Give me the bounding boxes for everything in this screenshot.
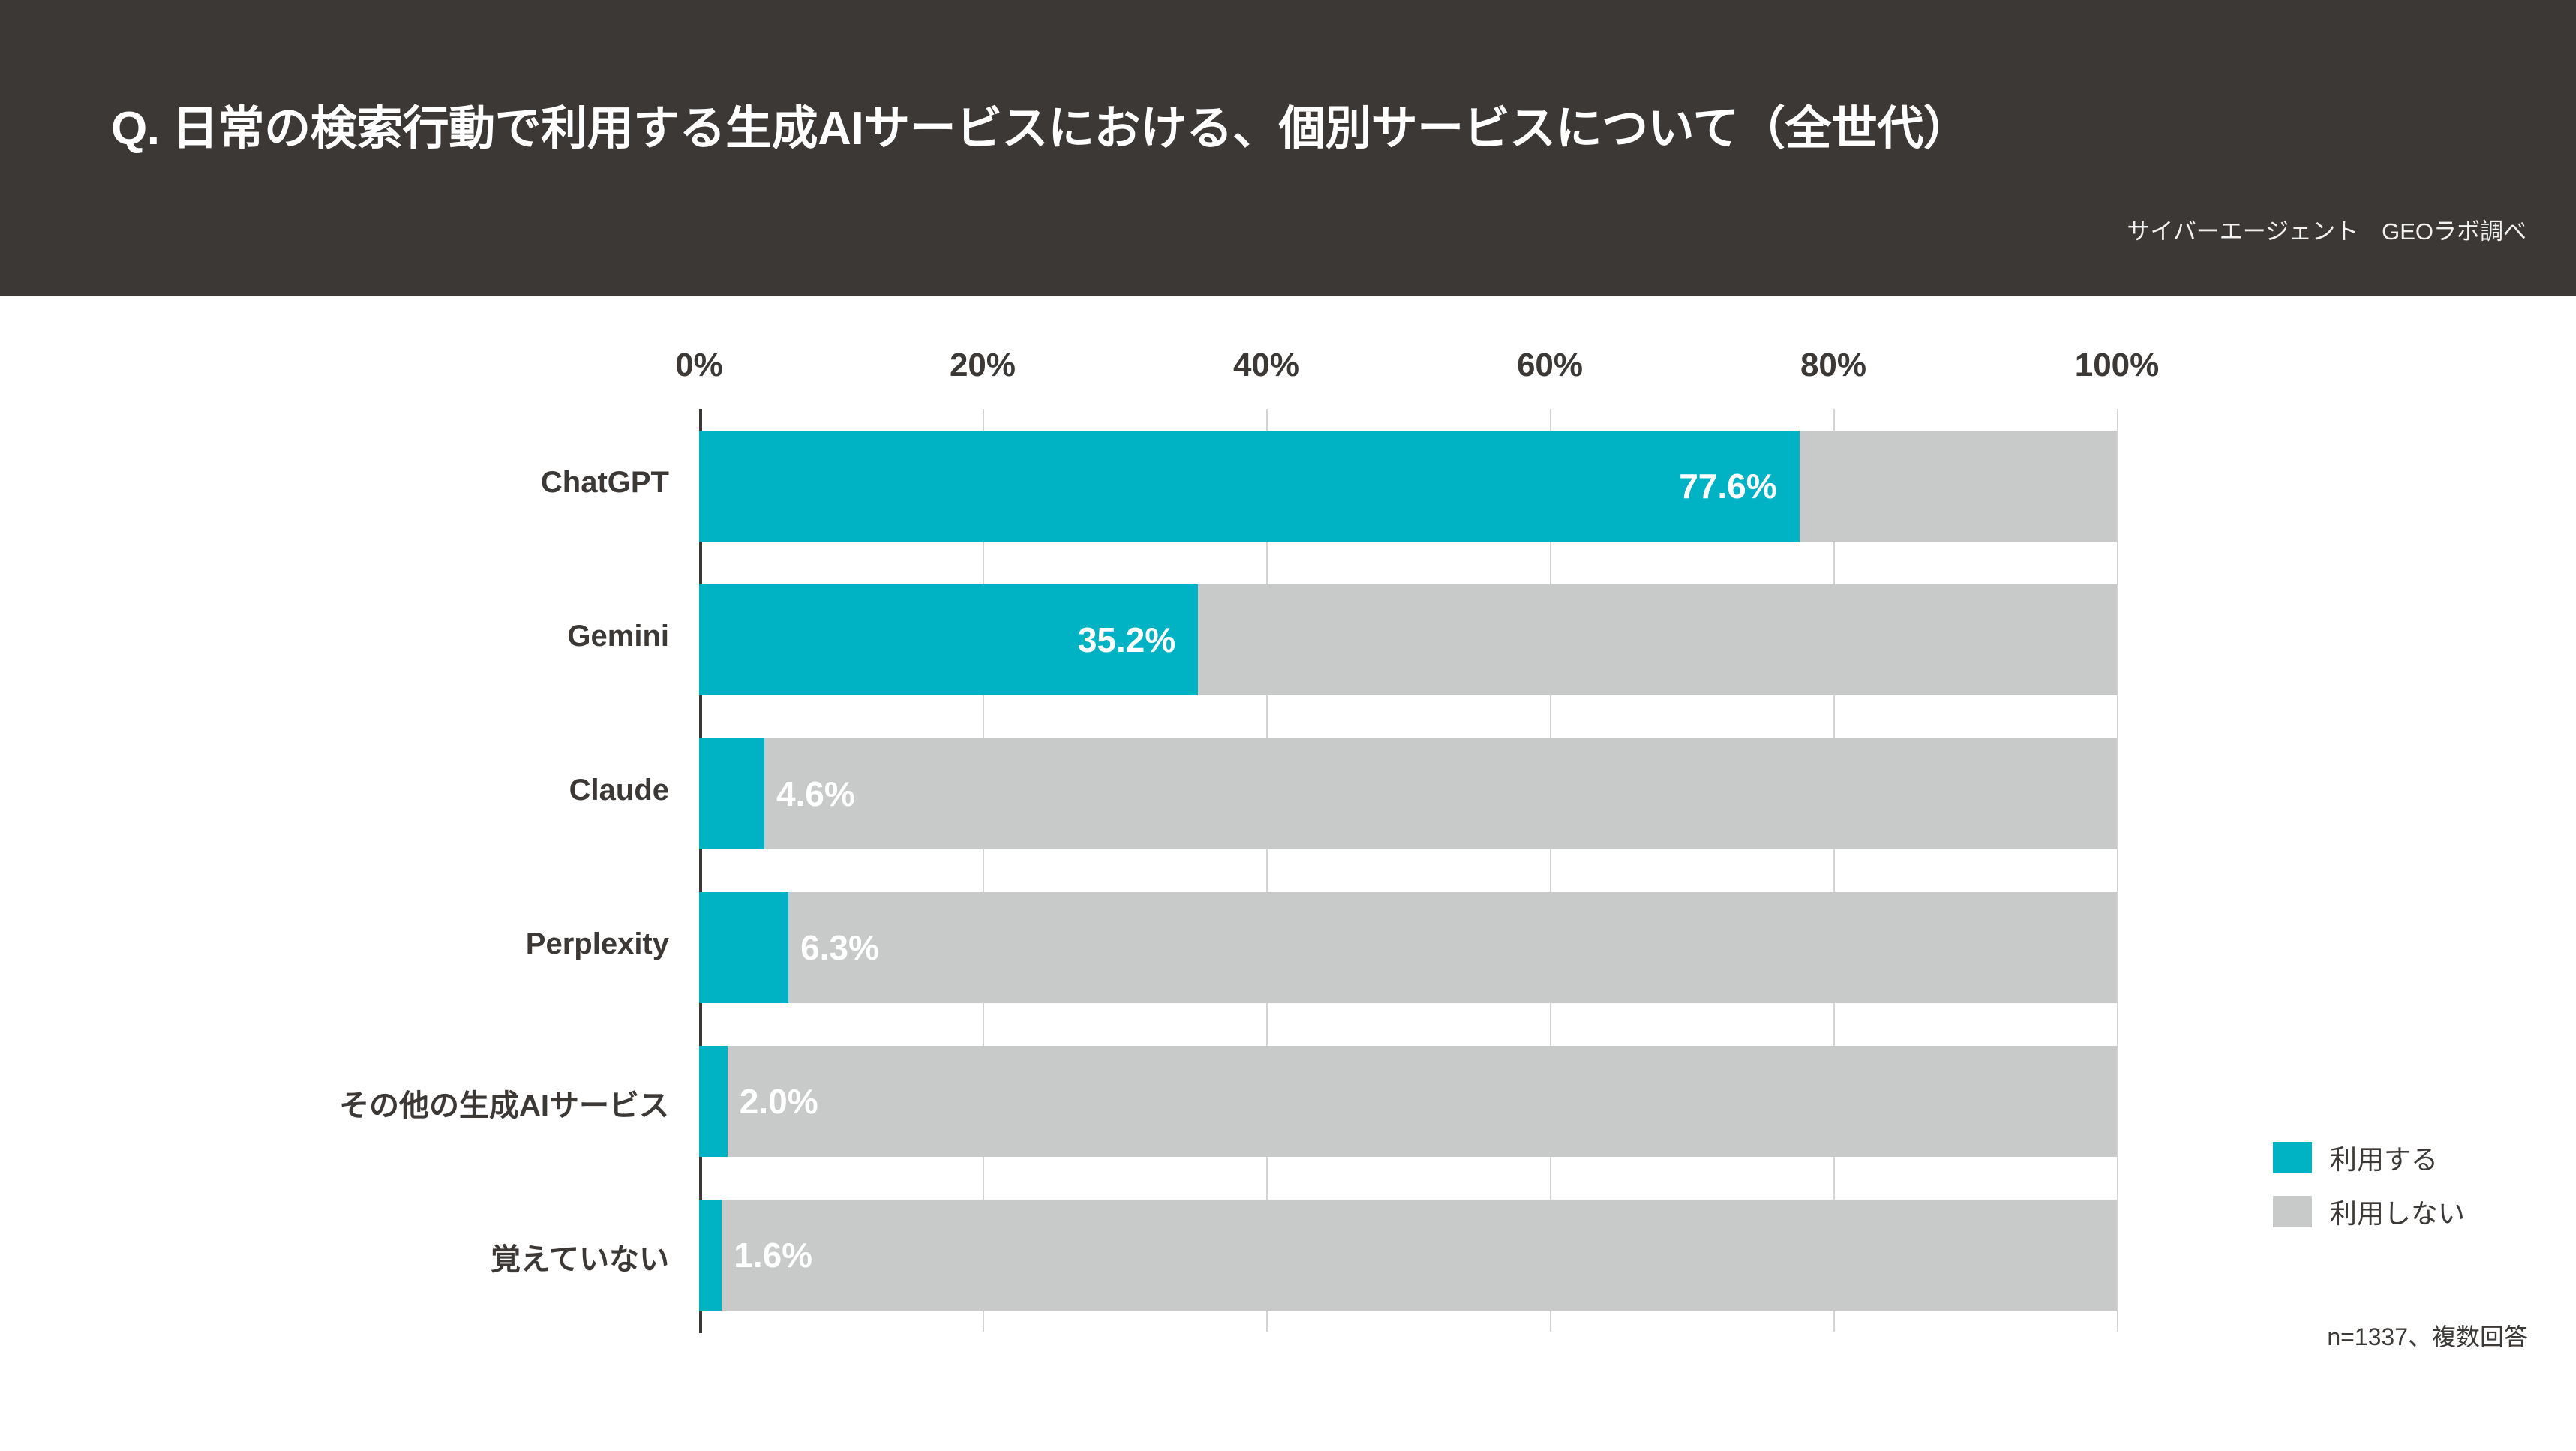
gridline bbox=[1266, 409, 1268, 1332]
bar-segment-used[interactable] bbox=[699, 1045, 728, 1157]
bar-value-label: 1.6% bbox=[734, 1235, 813, 1275]
category-label: Gemini bbox=[567, 619, 669, 653]
slide-header: Q. 日常の検索行動で利用する生成AIサービスにおける、個別サービスについて（全… bbox=[0, 0, 2576, 296]
x-tick-label: 100% bbox=[2074, 347, 2160, 383]
bar-band: 2.0% bbox=[699, 1045, 2117, 1157]
category-label: Claude bbox=[569, 773, 669, 807]
gridline bbox=[1833, 409, 1835, 1332]
bar-band: 6.3% bbox=[699, 891, 2117, 1003]
bar-value-label: 2.0% bbox=[739, 1081, 818, 1121]
stacked-bar[interactable]: 6.3% bbox=[699, 891, 2117, 1003]
gridline bbox=[1550, 409, 1551, 1332]
category-label: 覚えていない bbox=[491, 1242, 669, 1276]
legend-swatch-icon bbox=[2273, 1142, 2312, 1173]
category-label: Perplexity bbox=[525, 927, 669, 960]
stacked-bar[interactable]: 1.6% bbox=[699, 1199, 2117, 1311]
category-label: ChatGPT bbox=[540, 465, 669, 499]
bar-segment-used[interactable] bbox=[699, 738, 764, 849]
bar-band: 4.6% bbox=[699, 738, 2117, 849]
bar-value-label: 6.3% bbox=[800, 927, 879, 967]
survey-source-credit: サイバーエージェント GEOラボ調べ bbox=[2127, 218, 2526, 245]
stacked-bar[interactable]: 35.2% bbox=[699, 584, 2117, 695]
page-title: Q. 日常の検索行動で利用する生成AIサービスにおける、個別サービスについて（全… bbox=[111, 103, 1970, 155]
x-tick-label: 80% bbox=[1800, 347, 1867, 383]
bar-segment-unused[interactable] bbox=[788, 891, 2117, 1003]
stacked-bar[interactable]: 77.6% bbox=[699, 430, 2117, 542]
bar-value-label: 77.6% bbox=[1679, 466, 1777, 506]
bar-segment-unused[interactable] bbox=[764, 738, 2117, 849]
category-axis-labels: ChatGPT Gemini Claude Perplexity その他の生成AIサービ… bbox=[165, 409, 671, 1332]
x-tick-label: 60% bbox=[1516, 347, 1584, 383]
category-label: その他の生成AIサービス bbox=[339, 1089, 669, 1122]
bar-band: 77.6% bbox=[699, 430, 2117, 542]
bar-value-label: 35.2% bbox=[1077, 620, 1176, 659]
legend-swatch-icon bbox=[2273, 1196, 2312, 1227]
plot-area: 77.6% 35.2% 4.6% 6.3% 2.0% 1.6% bbox=[699, 409, 2118, 1332]
legend-item[interactable]: 利用する bbox=[2273, 1137, 2465, 1178]
bar-segment-used[interactable] bbox=[699, 584, 1199, 695]
x-tick-label: 0% bbox=[675, 347, 723, 383]
bar-segment-used[interactable] bbox=[699, 1199, 722, 1311]
legend-label: 利用しない bbox=[2330, 1198, 2466, 1229]
legend-item[interactable]: 利用しない bbox=[2273, 1191, 2465, 1232]
gridline bbox=[983, 409, 984, 1332]
stacked-bar[interactable]: 4.6% bbox=[699, 738, 2117, 849]
legend-label: 利用する bbox=[2330, 1144, 2439, 1175]
bar-segment-used[interactable] bbox=[699, 430, 1800, 542]
bar-segment-unused[interactable] bbox=[1799, 430, 2117, 542]
bar-segment-unused[interactable] bbox=[727, 1045, 2117, 1157]
bar-band: 1.6% bbox=[699, 1199, 2117, 1311]
x-tick-label: 20% bbox=[949, 347, 1016, 383]
stacked-bar[interactable]: 2.0% bbox=[699, 1045, 2117, 1157]
x-tick-label: 40% bbox=[1232, 347, 1300, 383]
bar-segment-unused[interactable] bbox=[722, 1199, 2117, 1311]
bar-segment-used[interactable] bbox=[699, 891, 789, 1003]
chart-legend: 利用する 利用しない bbox=[2273, 1137, 2465, 1245]
bar-segment-unused[interactable] bbox=[1198, 584, 2117, 695]
bar-band: 35.2% bbox=[699, 584, 2117, 695]
bar-value-label: 4.6% bbox=[776, 774, 855, 813]
gridline bbox=[2117, 409, 2118, 1332]
y-axis-line bbox=[699, 409, 702, 1333]
sample-size-note: n=1337、複数回答 bbox=[2327, 1323, 2528, 1350]
